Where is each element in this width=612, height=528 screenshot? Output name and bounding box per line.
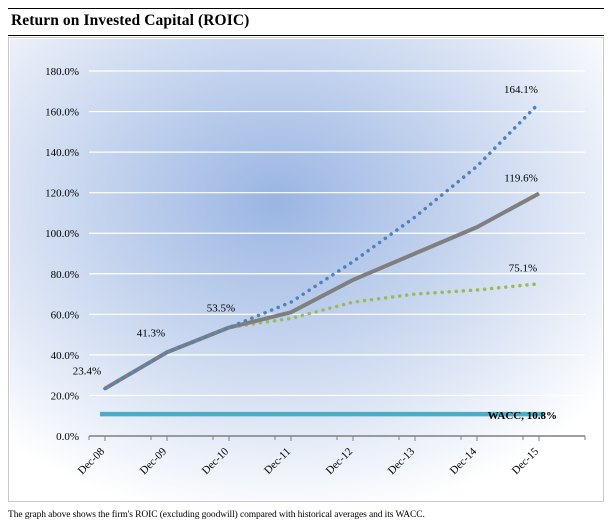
data-point <box>477 166 478 167</box>
chart-frame: 0.0% 20.0% 40.0% 60.0% 80.0% 100.0% 120.0% 140.… <box>8 37 604 502</box>
data-point <box>539 103 540 104</box>
y-tick-label: 20.0% <box>51 390 79 402</box>
y-tick-label: 40.0% <box>51 350 79 362</box>
data-point <box>353 302 354 303</box>
data-label: WACC, 10.8% <box>488 410 557 422</box>
y-tick-label: 60.0% <box>51 309 79 321</box>
data-point <box>105 388 106 389</box>
data-label: 164.1% <box>504 84 538 96</box>
page-title: Return on Invested Capital (ROIC) <box>11 12 250 29</box>
y-tick-label: 180.0% <box>45 66 79 78</box>
data-point <box>167 352 168 353</box>
chart-background <box>10 39 602 500</box>
data-point <box>539 193 540 194</box>
y-tick-label: 80.0% <box>51 269 79 281</box>
data-point <box>539 283 540 284</box>
data-label: 75.1% <box>509 263 537 275</box>
data-label: 23.4% <box>73 366 101 378</box>
data-point <box>415 217 416 218</box>
series-line <box>103 191 540 391</box>
data-point <box>291 318 292 319</box>
data-point <box>291 302 292 303</box>
chart-caption: The graph above shows the firm's ROIC (e… <box>8 510 425 520</box>
data-label: 53.5% <box>207 303 235 315</box>
data-point <box>477 227 478 228</box>
series-line <box>103 101 541 391</box>
data-label: 41.3% <box>137 327 165 339</box>
roic-chart: 0.0% 20.0% 40.0% 60.0% 80.0% 100.0% 120.0% 140.… <box>10 39 602 500</box>
series-line <box>103 281 541 391</box>
y-tick-label: 100.0% <box>45 228 79 240</box>
header: Return on Invested Capital (ROIC) <box>8 8 604 36</box>
data-point <box>291 312 292 313</box>
y-tick-label: 0.0% <box>56 431 79 443</box>
data-point <box>167 414 168 415</box>
y-tick-label: 120.0% <box>45 188 79 200</box>
data-label: 119.6% <box>504 172 538 184</box>
data-point <box>353 279 354 280</box>
data-point <box>105 414 106 415</box>
data-point <box>415 414 416 415</box>
data-point <box>477 414 478 415</box>
y-tick-label: 160.0% <box>45 107 79 119</box>
data-point <box>291 414 292 415</box>
data-point <box>353 414 354 415</box>
y-tick-label: 140.0% <box>45 147 79 159</box>
data-point <box>415 253 416 254</box>
data-point <box>229 414 230 415</box>
data-point <box>229 327 230 328</box>
data-point <box>477 290 478 291</box>
data-point <box>415 294 416 295</box>
data-point <box>353 261 354 262</box>
